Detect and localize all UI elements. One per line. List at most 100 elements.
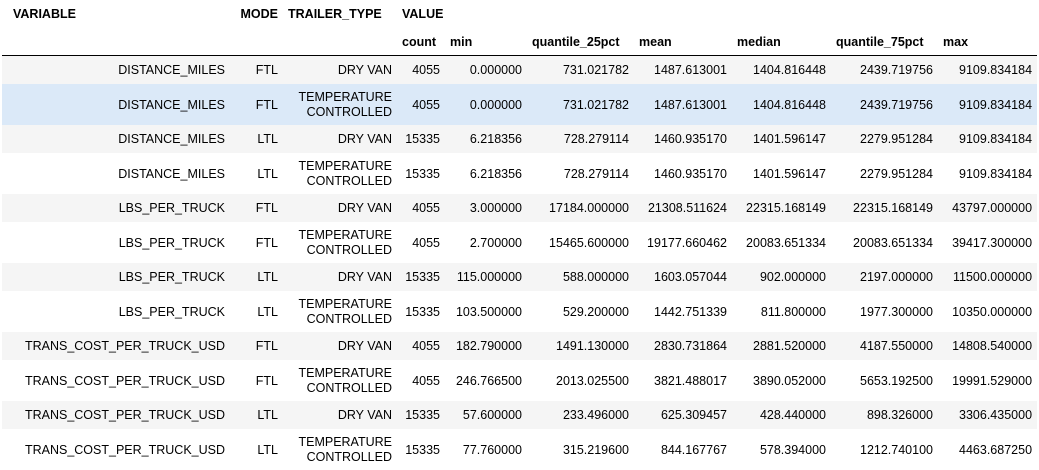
cell-mode: LTL [230,153,283,194]
cell-mode: FTL [230,222,283,263]
cell-variable: LBS_PER_TRUCK [2,222,230,263]
cell-mean: 3821.488017 [634,360,732,401]
cell-quantile-75pct: 20083.651334 [831,222,938,263]
cell-mode: FTL [230,332,283,360]
cell-median: 20083.651334 [732,222,831,263]
cell-max: 39417.300000 [938,222,1037,263]
cell-quantile-25pct: 728.279114 [527,125,634,153]
cell-quantile-25pct: 17184.000000 [527,194,634,222]
cell-variable: DISTANCE_MILES [2,84,230,125]
cell-min: 246.766500 [445,360,527,401]
cell-quantile-75pct: 2197.000000 [831,263,938,291]
cell-median: 2881.520000 [732,332,831,360]
cell-count: 15335 [397,263,445,291]
cell-mode: FTL [230,194,283,222]
cell-quantile-75pct: 5653.192500 [831,360,938,401]
cell-variable: TRANS_COST_PER_TRUCK_USD [2,401,230,429]
cell-median: 1401.596147 [732,125,831,153]
cell-variable: LBS_PER_TRUCK [2,291,230,332]
cell-median: 1404.816448 [732,56,831,85]
cell-max: 4463.687250 [938,429,1037,470]
cell-median: 22315.168149 [732,194,831,222]
cell-count: 4055 [397,222,445,263]
cell-min: 6.218356 [445,125,527,153]
column-group-header-value: VALUE [397,0,1037,28]
cell-min: 103.500000 [445,291,527,332]
cell-trailer-type: DRY VAN [283,263,397,291]
cell-quantile-75pct: 2439.719756 [831,84,938,125]
cell-trailer-type: TEMPERATURE CONTROLLED [283,222,397,263]
cell-mean: 1442.751339 [634,291,732,332]
cell-max: 9109.834184 [938,125,1037,153]
cell-min: 115.000000 [445,263,527,291]
cell-trailer-type: DRY VAN [283,56,397,85]
cell-trailer-type: TEMPERATURE CONTROLLED [283,429,397,470]
cell-min: 6.218356 [445,153,527,194]
header-spacer [283,28,397,56]
cell-trailer-type: TEMPERATURE CONTROLLED [283,153,397,194]
cell-max: 9109.834184 [938,153,1037,194]
cell-quantile-25pct: 2013.025500 [527,360,634,401]
cell-min: 0.000000 [445,56,527,85]
cell-quantile-25pct: 529.200000 [527,291,634,332]
cell-max: 10350.000000 [938,291,1037,332]
cell-count: 4055 [397,84,445,125]
cell-quantile-75pct: 1977.300000 [831,291,938,332]
cell-trailer-type: TEMPERATURE CONTROLLED [283,84,397,125]
cell-quantile-25pct: 15465.600000 [527,222,634,263]
cell-mean: 1603.057044 [634,263,732,291]
cell-max: 9109.834184 [938,84,1037,125]
cell-count: 4055 [397,56,445,85]
cell-mode: LTL [230,291,283,332]
cell-trailer-type: DRY VAN [283,332,397,360]
cell-trailer-type: TEMPERATURE CONTROLLED [283,291,397,332]
cell-quantile-75pct: 898.326000 [831,401,938,429]
column-header-max: max [938,28,1037,56]
cell-min: 77.760000 [445,429,527,470]
cell-max: 43797.000000 [938,194,1037,222]
column-header-quantile-25pct: quantile_25pct [527,28,634,56]
cell-trailer-type: DRY VAN [283,401,397,429]
cell-variable: DISTANCE_MILES [2,153,230,194]
cell-mean: 1487.613001 [634,56,732,85]
cell-mean: 21308.511624 [634,194,732,222]
cell-count: 15335 [397,125,445,153]
cell-quantile-75pct: 1212.740100 [831,429,938,470]
cell-max: 11500.000000 [938,263,1037,291]
cell-quantile-25pct: 731.021782 [527,84,634,125]
cell-variable: DISTANCE_MILES [2,125,230,153]
index-header-trailer-type: TRAILER_TYPE [283,0,397,28]
cell-quantile-25pct: 233.496000 [527,401,634,429]
cell-mode: FTL [230,84,283,125]
header-spacer [2,28,230,56]
cell-quantile-25pct: 1491.130000 [527,332,634,360]
cell-count: 4055 [397,332,445,360]
cell-count: 15335 [397,291,445,332]
column-header-min: min [445,28,527,56]
cell-median: 1404.816448 [732,84,831,125]
cell-mode: LTL [230,401,283,429]
cell-count: 15335 [397,429,445,470]
cell-quantile-25pct: 315.219600 [527,429,634,470]
cell-variable: TRANS_COST_PER_TRUCK_USD [2,332,230,360]
cell-quantile-75pct: 4187.550000 [831,332,938,360]
cell-max: 14808.540000 [938,332,1037,360]
cell-variable: TRANS_COST_PER_TRUCK_USD [2,360,230,401]
cell-median: 3890.052000 [732,360,831,401]
column-header-quantile-75pct: quantile_75pct [831,28,938,56]
cell-median: 578.394000 [732,429,831,470]
index-header-variable: VARIABLE [2,0,230,28]
cell-quantile-25pct: 728.279114 [527,153,634,194]
cell-median: 902.000000 [732,263,831,291]
cell-quantile-25pct: 731.021782 [527,56,634,85]
cell-mode: LTL [230,429,283,470]
cell-count: 4055 [397,360,445,401]
